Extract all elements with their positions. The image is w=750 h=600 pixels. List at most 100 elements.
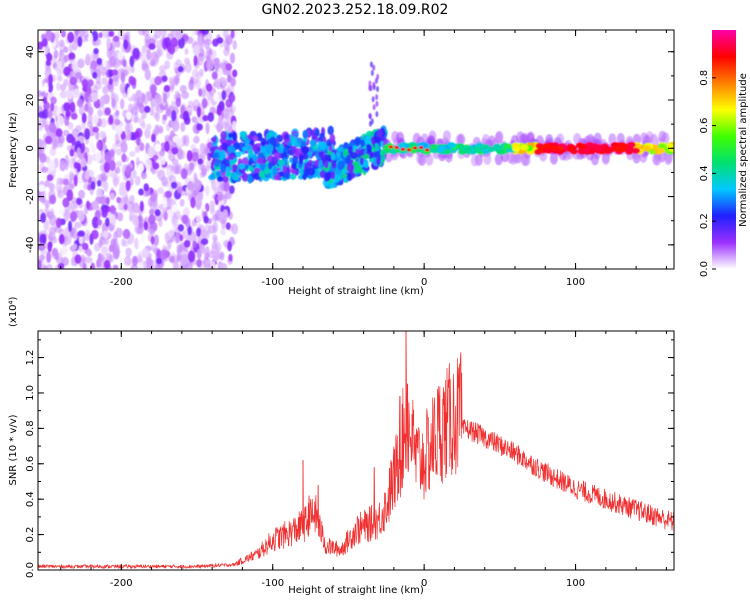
- heatmap-cell: [350, 152, 358, 160]
- heatmap-cell: [63, 78, 69, 87]
- heatmap-cell: [196, 248, 202, 260]
- heatmap-cell: [213, 57, 220, 67]
- heatmap-cell: [226, 36, 233, 46]
- heatmap-cell: [196, 258, 203, 268]
- heatmap-cell: [201, 164, 208, 176]
- heatmap-cell: [470, 154, 479, 167]
- heatmap-cell: [74, 254, 82, 264]
- heatmap-cell: [111, 98, 116, 108]
- heatmap-cell: [222, 209, 229, 221]
- heatmap-cell: [202, 257, 211, 269]
- heatmap-cell: [38, 184, 46, 192]
- heatmap-cell: [66, 189, 74, 202]
- heatmap-cell: [70, 112, 78, 120]
- heatmap-cell: [39, 233, 46, 246]
- heatmap-cell: [199, 142, 206, 154]
- heatmap-cell: [38, 111, 46, 119]
- heatmap-cell: [372, 104, 376, 111]
- heatmap-cell: [144, 158, 152, 170]
- heatmap-cell: [209, 205, 215, 215]
- heatmap-cell: [46, 174, 54, 182]
- heatmap-cell: [141, 45, 147, 54]
- heatmap-cell: [149, 208, 155, 216]
- heatmap-cell: [99, 195, 107, 205]
- y-tick-label: 1.0: [25, 385, 36, 401]
- heatmap-cell: [189, 162, 195, 171]
- heatmap-cell: [107, 83, 115, 93]
- heatmap-cell: [176, 148, 184, 160]
- heatmap-cell: [91, 216, 99, 229]
- heatmap-cell: [279, 171, 284, 177]
- heatmap-cell: [238, 163, 246, 170]
- heatmap-cell: [377, 129, 383, 138]
- heatmap-cell: [396, 131, 405, 144]
- heatmap-cell: [632, 147, 641, 154]
- y-tick-label: 1.2: [25, 350, 36, 366]
- snr-y-multiplier: (x10⁴): [8, 296, 19, 327]
- heatmap-cell: [41, 38, 48, 48]
- heatmap-cell: [424, 148, 430, 152]
- heatmap-cell: [104, 151, 112, 163]
- heatmap-cell: [371, 96, 375, 103]
- heatmap-cell: [85, 256, 93, 264]
- heatmap-cell: [105, 197, 110, 205]
- heatmap-cell: [110, 214, 117, 226]
- heatmap-cell: [269, 136, 277, 147]
- spectrogram-y-axis-label: Frequency (Hz): [8, 112, 19, 188]
- heatmap-cell: [49, 224, 57, 232]
- heatmap-cell: [522, 154, 531, 167]
- heatmap-cell: [170, 181, 178, 189]
- heatmap-cell: [132, 47, 140, 60]
- heatmap-cell: [103, 230, 109, 239]
- snr-line-layer: [38, 331, 674, 570]
- y-tick-label: 0.4: [25, 491, 36, 507]
- heatmap-cell: [320, 142, 327, 151]
- heatmap-cell: [82, 262, 87, 269]
- heatmap-cell: [495, 130, 504, 143]
- heatmap-cell: [165, 168, 171, 176]
- heatmap-cell: [458, 148, 467, 155]
- heatmap-cell: [249, 166, 255, 173]
- heatmap-cell: [190, 196, 196, 209]
- heatmap-cell: [197, 158, 204, 165]
- heatmap-cell: [65, 110, 71, 118]
- heatmap-cell: [228, 154, 236, 161]
- heatmap-cell: [503, 143, 512, 150]
- heatmap-cell: [77, 36, 83, 47]
- heatmap-cell: [74, 30, 80, 36]
- heatmap-cell: [307, 167, 316, 176]
- y-tick-label: 40: [25, 45, 36, 58]
- heatmap-cell: [95, 131, 100, 140]
- heatmap-cell: [209, 146, 216, 153]
- heatmap-cell: [292, 155, 299, 165]
- heatmap-cell: [611, 145, 620, 152]
- heatmap-cell: [38, 259, 42, 269]
- heatmap-cell: [213, 92, 219, 102]
- heatmap-cell: [220, 77, 228, 88]
- heatmap-cell: [374, 150, 381, 158]
- heatmap-cell: [120, 72, 126, 83]
- heatmap-cell: [457, 133, 466, 146]
- heatmap-cell: [109, 192, 115, 201]
- spectrogram-frame: [37, 29, 675, 270]
- heatmap-cell: [163, 92, 168, 104]
- heatmap-cell: [40, 212, 47, 223]
- heatmap-cell: [48, 122, 57, 133]
- snr-series-line: [38, 331, 674, 570]
- heatmap-cell: [75, 125, 82, 133]
- heatmap-cell: [311, 133, 318, 141]
- heatmap-cell: [301, 140, 307, 147]
- heatmap-cell: [132, 214, 139, 226]
- heatmap-cell: [657, 147, 666, 154]
- heatmap-cell: [327, 125, 334, 136]
- heatmap-cell: [137, 30, 146, 36]
- heatmap-cell: [63, 54, 68, 63]
- heatmap-cell: [96, 57, 103, 66]
- heatmap-cell: [195, 215, 202, 223]
- heatmap-cell: [166, 209, 174, 219]
- heatmap-cell: [81, 112, 87, 124]
- heatmap-cell: [118, 201, 124, 211]
- heatmap-cell: [191, 30, 196, 37]
- colorbar-tick-label: 0.2: [699, 213, 710, 229]
